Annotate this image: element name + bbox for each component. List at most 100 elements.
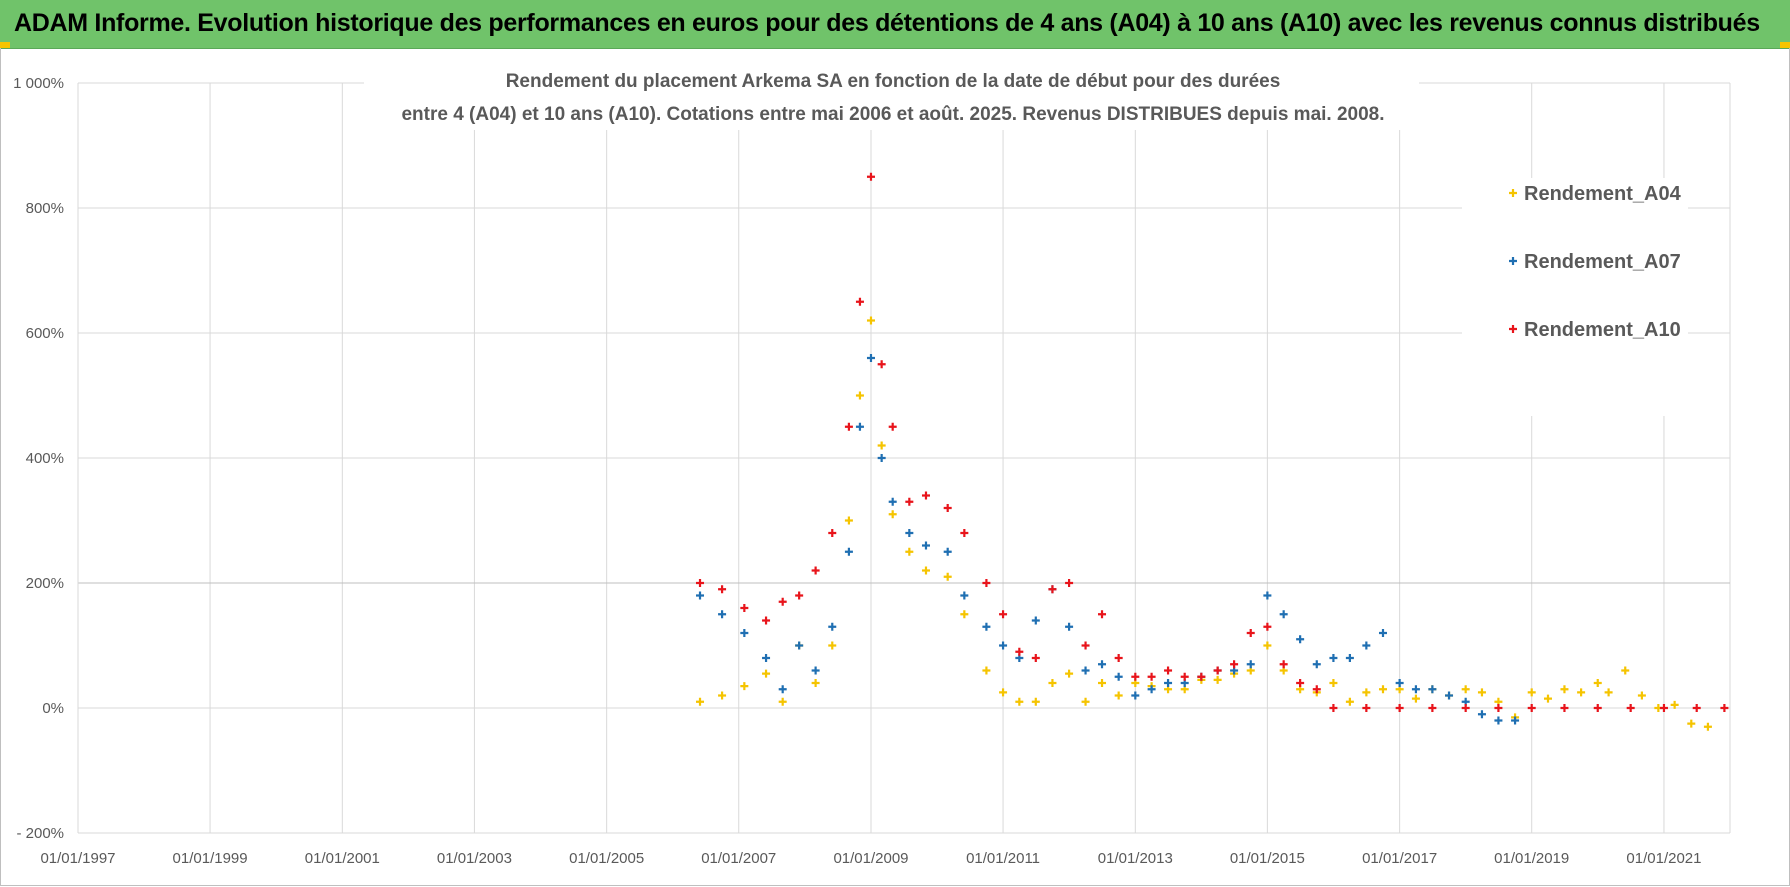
legend-label: Rendement_A10 (1524, 319, 1681, 341)
data-point (1428, 704, 1437, 712)
data-point (1312, 660, 1321, 669)
data-point (943, 572, 952, 581)
data-point (1362, 688, 1371, 697)
data-point (877, 360, 886, 369)
data-point (1213, 666, 1222, 675)
data-point (1692, 704, 1701, 712)
data-point (1428, 685, 1437, 694)
data-point (1296, 679, 1305, 687)
series-Rendement_A07 (696, 354, 1520, 725)
data-point (1395, 704, 1404, 712)
data-point (982, 579, 991, 587)
data-point (1197, 672, 1206, 681)
legend-marker (1509, 189, 1517, 197)
data-point (1604, 688, 1613, 697)
data-point (960, 610, 969, 619)
data-point (828, 529, 837, 537)
data-point (1031, 654, 1040, 662)
data-point (1312, 685, 1321, 694)
data-point (877, 441, 886, 450)
legend-marker (1509, 257, 1517, 265)
data-point (1081, 697, 1090, 706)
data-point (1461, 685, 1470, 694)
data-point (960, 529, 969, 537)
y-tick-label: 600% (26, 325, 64, 342)
data-point (1031, 697, 1040, 706)
x-tick-label: 01/01/2001 (305, 850, 380, 867)
data-point (1621, 666, 1630, 675)
data-point (1114, 691, 1123, 700)
x-tick-label: 01/01/2015 (1230, 850, 1305, 867)
data-point (718, 585, 727, 594)
data-point (905, 529, 914, 537)
data-point (718, 691, 727, 700)
data-point (855, 297, 864, 306)
chart-title-line-1: Rendement du placement Arkema SA en fonc… (506, 71, 1281, 92)
data-point (1296, 635, 1305, 644)
data-point (1098, 679, 1107, 687)
data-point (855, 391, 864, 400)
data-point (905, 547, 914, 556)
data-point (1164, 679, 1173, 687)
data-point (795, 591, 804, 600)
data-point (1477, 710, 1486, 719)
data-point (1626, 704, 1635, 712)
data-point (877, 454, 886, 462)
y-tick-label: - 200% (16, 825, 64, 842)
x-tick-label: 01/01/2021 (1626, 850, 1701, 867)
data-point (1279, 660, 1288, 669)
data-point (943, 547, 952, 556)
x-tick-label: 01/01/2009 (833, 850, 908, 867)
data-point (866, 172, 875, 181)
data-point (1164, 666, 1173, 675)
data-point (762, 669, 771, 678)
series-Rendement_A10 (696, 172, 1729, 712)
legend-label: Rendement_A04 (1524, 183, 1682, 205)
data-point (1048, 679, 1057, 687)
data-point (718, 610, 727, 619)
data-point (811, 566, 820, 575)
data-point (1527, 688, 1536, 697)
corner-mark-right (1780, 42, 1790, 48)
data-point (740, 629, 749, 637)
data-point (855, 422, 864, 431)
data-point (1445, 691, 1454, 700)
data-point (778, 685, 787, 694)
data-point (1494, 704, 1503, 712)
data-point (1362, 704, 1371, 712)
data-point (1329, 679, 1338, 687)
data-point (844, 516, 853, 525)
data-point (1048, 585, 1057, 594)
data-point (1593, 704, 1602, 712)
data-point (1015, 697, 1024, 706)
data-point (1098, 610, 1107, 619)
data-point (1246, 660, 1255, 669)
x-tick-label: 01/01/2007 (701, 850, 776, 867)
data-point (1279, 610, 1288, 619)
data-point (1703, 722, 1712, 731)
data-point (921, 491, 930, 500)
data-point (1180, 672, 1189, 681)
title-background (364, 58, 1419, 130)
data-point (696, 697, 705, 706)
y-tick-label: 0% (42, 700, 64, 717)
banner-title: ADAM Informe. Evolution historique des p… (14, 9, 1760, 37)
data-point (828, 641, 837, 650)
x-tick-label: 01/01/2019 (1494, 850, 1569, 867)
data-point (1461, 704, 1470, 712)
data-point (1637, 691, 1646, 700)
data-point (844, 547, 853, 556)
data-point (888, 422, 897, 431)
data-point (999, 610, 1008, 619)
data-point (778, 697, 787, 706)
data-point (1065, 669, 1074, 678)
data-point (795, 641, 804, 650)
data-point (1593, 679, 1602, 687)
data-point (740, 682, 749, 691)
chart-title-line-2: entre 4 (A04) et 10 ans (A10). Cotations… (401, 104, 1384, 125)
data-point (1543, 694, 1552, 703)
data-point (1560, 685, 1569, 694)
data-point (1345, 697, 1354, 706)
data-point (1098, 660, 1107, 669)
data-point (1329, 704, 1338, 712)
